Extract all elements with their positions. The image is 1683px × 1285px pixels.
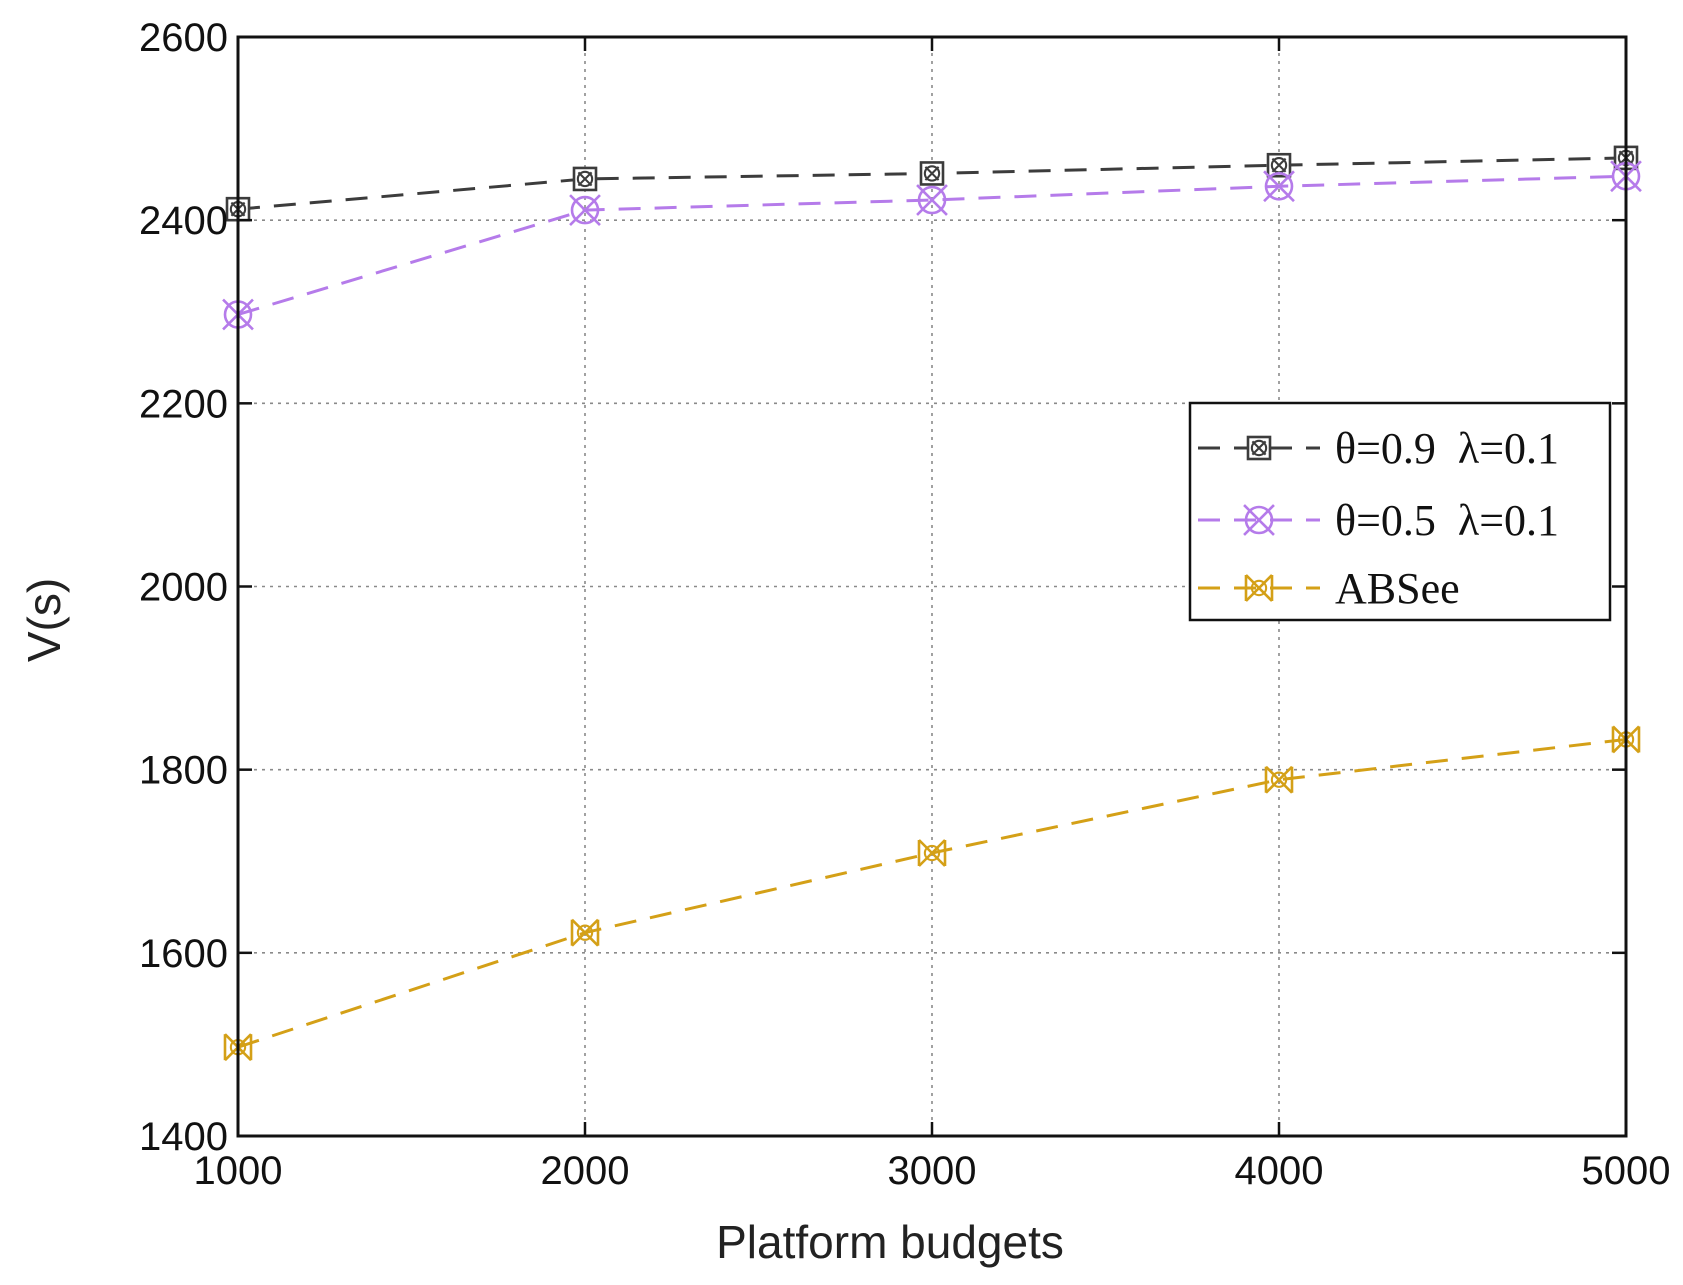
data-point <box>916 184 948 216</box>
legend: θ=0.9 λ=0.1 θ=0.5 λ=0.1 ABSee <box>1188 401 1612 622</box>
x-tick-label: 5000 <box>1582 1149 1671 1193</box>
y-tick-label: 2400 <box>139 199 228 243</box>
series-line <box>237 174 1627 316</box>
legend-marker <box>1246 435 1272 461</box>
x-tick-label: 4000 <box>1235 1149 1324 1193</box>
data-point <box>1266 152 1292 178</box>
data-point <box>1263 170 1295 203</box>
data-point <box>570 918 600 947</box>
x-axis-title: Platform budgets <box>716 1216 1064 1268</box>
legend-marker <box>1244 574 1274 602</box>
legend-entry: θ=0.5 λ=0.1 <box>1198 496 1559 545</box>
y-tick-label: 2600 <box>139 16 228 60</box>
legend-label: θ=0.9 λ=0.1 <box>1335 424 1559 473</box>
data-point <box>1264 765 1294 794</box>
data-point <box>569 194 601 226</box>
y-tick-label: 2200 <box>139 382 228 426</box>
legend-label: θ=0.5 λ=0.1 <box>1335 496 1559 545</box>
y-tick-label: 1600 <box>139 932 228 976</box>
data-point <box>917 839 947 867</box>
x-tick-label: 2000 <box>541 1149 630 1193</box>
legend-entry: ABSee <box>1198 564 1460 613</box>
legend-label: ABSee <box>1335 564 1460 613</box>
y-axis-title: V(s) <box>18 578 70 662</box>
x-tick-label: 1000 <box>194 1149 283 1193</box>
data-point <box>919 161 945 186</box>
y-tick-label: 1400 <box>139 1115 228 1159</box>
x-tick-label: 3000 <box>888 1149 977 1193</box>
series-layer <box>222 145 1642 1062</box>
y-tick-label: 2000 <box>139 566 228 610</box>
series-2 <box>222 160 1642 331</box>
y-tick-label: 1800 <box>139 749 228 793</box>
data-point <box>572 166 598 192</box>
legend-marker <box>1243 504 1275 536</box>
axes: 1000 2000 3000 4000 5000 1400 1600 1800 2000 2200… <box>139 16 1670 1193</box>
series-3 <box>223 725 1641 1062</box>
legend-entry: θ=0.9 λ=0.1 <box>1198 424 1559 473</box>
